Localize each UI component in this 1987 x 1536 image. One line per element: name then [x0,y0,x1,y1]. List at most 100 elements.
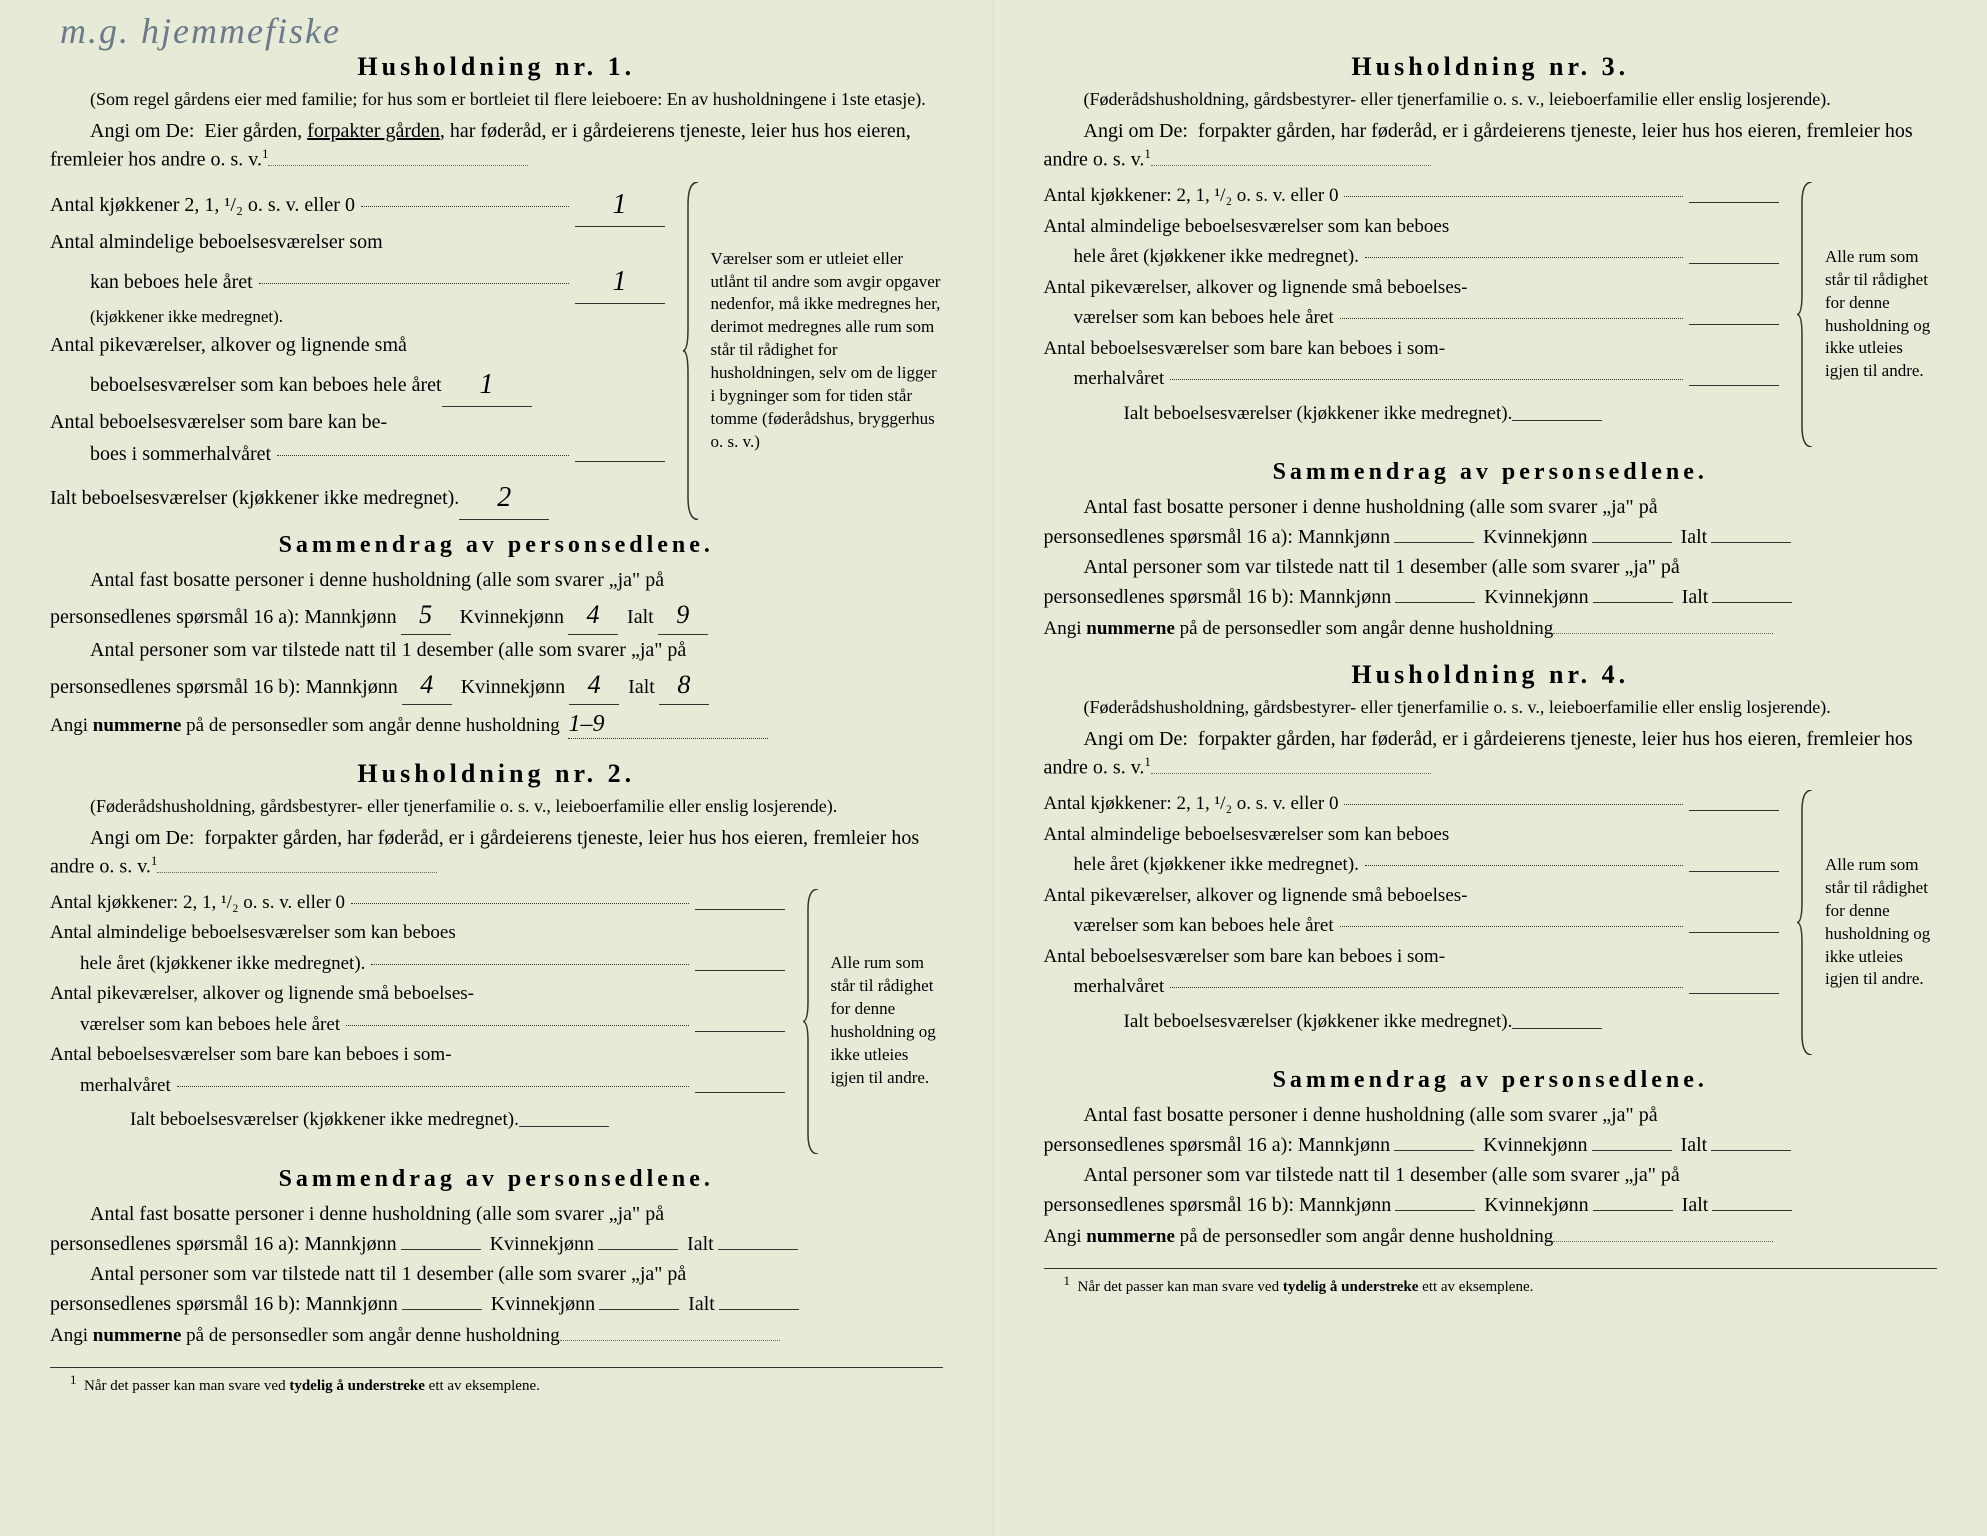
nummerne-2: Angi nummerne på de personsedler som ang… [50,1325,943,1347]
s-present-4-fill: personsedlenes spørsmål 16 b): Mannkjønn… [1044,1190,1938,1220]
r2-label-2: Antal almindelige beboelsesværelser som … [50,919,456,948]
r3-value-4[interactable] [1689,932,1779,933]
s-present-2-fill: personsedlenes spørsmål 16 b): Mannkjønn… [50,1289,943,1319]
s-resident-1-fill: personsedlenes spørsmål 16 a): Mannkjønn… [50,595,943,635]
nummerne-3: Angi nummerne på de personsedler som ang… [1044,618,1938,640]
brace-icon-3 [1797,182,1817,447]
s-resident-3-fill: personsedlenes spørsmål 16 a): Mannkjønn… [1044,522,1938,552]
resident-m-4[interactable] [1394,1150,1474,1151]
r2-label-3: Antal almindelige beboelsesværelser som … [1044,213,1450,242]
brace-icon-2 [803,889,823,1154]
resident-k-4[interactable] [1592,1150,1672,1151]
resident-t[interactable]: 9 [658,595,708,635]
r4-label-3: Antal beboelsesværelser som bare kan beb… [1044,335,1446,364]
r3-label-cont: beboelsesværelser som kan beboes hele år… [50,370,442,400]
household-3-title: Husholdning nr. 3. [1044,52,1938,82]
present-t-4[interactable] [1712,1210,1792,1211]
household-2-title: Husholdning nr. 2. [50,759,943,789]
r4-label: Antal beboelsesværelser som bare kan be- [50,407,387,437]
r1-value[interactable]: 1 [575,184,665,227]
r4-value-4[interactable] [1689,993,1779,994]
r3-label-2: Antal pikeværelser, alkover og lignende … [50,980,474,1009]
household-3-prompt: Angi om De: forpakter gården, har føderå… [1044,117,1938,174]
present-m-2[interactable] [402,1309,482,1310]
r2-sub: (kjøkkener ikke medregnet). [50,304,665,330]
resident-t-3[interactable] [1711,542,1791,543]
resident-k-2[interactable] [598,1249,678,1250]
r4-label-cont: boes i sommerhalvåret [50,439,271,469]
resident-m-2[interactable] [401,1249,481,1250]
total-value-4[interactable] [1512,1028,1602,1029]
resident-m[interactable]: 5 [401,595,451,635]
summary-title-1: Sammendrag av personsedlene. [50,532,943,559]
r4-value[interactable] [575,461,665,462]
total-label-2: Ialt beboelsesværelser (kjøkkener ikke m… [50,1106,519,1135]
handwritten-annotation: m.g. hjemmefiske [60,10,341,52]
household-4-prompt: Angi om De: forpakter gården, har føderå… [1044,725,1938,782]
r2-label-cont: kan beboes hele året [50,267,253,297]
household-1-prompt: Angi om De: Eier gården, forpakter gårde… [50,117,943,174]
resident-t-4[interactable] [1711,1150,1791,1151]
r3-value[interactable]: 1 [442,364,532,407]
r1-label-2: Antal kjøkkener: 2, 1, ¹/₂ o. s. v. elle… [50,889,345,918]
household-2-subtitle: (Føderådshusholdning, gårdsbestyrer- ell… [50,795,943,818]
household-2: Husholdning nr. 2. (Føderådshusholdning,… [50,759,943,1347]
r1-value-3[interactable] [1689,202,1779,203]
total-label-4: Ialt beboelsesværelser (kjøkkener ikke m… [1044,1008,1513,1037]
brace-icon-4 [1797,790,1817,1055]
s-resident-2: Antal fast bosatte personer i denne hush… [50,1199,943,1229]
r1-value-2[interactable] [695,909,785,910]
household-4-subtitle: (Føderådshusholdning, gårdsbestyrer- ell… [1044,696,1938,719]
rooms-left-3: Antal kjøkkener: 2, 1, ¹/₂ o. s. v. elle… [1044,182,1780,447]
resident-t-2[interactable] [718,1249,798,1250]
r4-value-2[interactable] [695,1092,785,1093]
present-k-4[interactable] [1593,1210,1673,1211]
nummerne-4: Angi nummerne på de personsedler som ang… [1044,1226,1938,1248]
r2-value-4[interactable] [1689,871,1779,872]
present-k-3[interactable] [1593,602,1673,603]
rooms-left-4: Antal kjøkkener: 2, 1, ¹/₂ o. s. v. elle… [1044,790,1780,1055]
s-resident-4: Antal fast bosatte personer i denne hush… [1044,1100,1938,1130]
total-value-2[interactable] [519,1126,609,1127]
s-present-3: Antal personer som var tilstede natt til… [1044,552,1938,582]
s-present-2: Antal personer som var tilstede natt til… [50,1259,943,1289]
resident-k[interactable]: 4 [568,595,618,635]
rooms-left-1: Antal kjøkkener 2, 1, ¹/₂ o. s. v. eller… [50,182,665,520]
present-t-2[interactable] [719,1309,799,1310]
r3-value-2[interactable] [695,1031,785,1032]
r4-value-3[interactable] [1689,385,1779,386]
present-m[interactable]: 4 [402,665,452,705]
household-4: Husholdning nr. 4. (Føderådshusholdning,… [1044,660,1938,1248]
side-note-2: Alle rum som står til rådighet for denne… [823,889,943,1154]
present-t[interactable]: 8 [659,665,709,705]
s-resident-2-fill: personsedlenes spørsmål 16 a): Mannkjønn… [50,1229,943,1259]
present-t-3[interactable] [1712,602,1792,603]
r3-value-3[interactable] [1689,324,1779,325]
nummerne-val[interactable]: 1–9 [568,711,768,739]
r2-label: Antal almindelige beboelsesværelser som [50,227,383,257]
household-3-subtitle: (Føderådshusholdning, gårdsbestyrer- ell… [1044,88,1938,111]
present-k-2[interactable] [599,1309,679,1310]
r2-value-2[interactable] [695,970,785,971]
r1-label-3: Antal kjøkkener: 2, 1, ¹/₂ o. s. v. elle… [1044,182,1339,211]
total-value-3[interactable] [1512,420,1602,421]
r3-label-4: Antal pikeværelser, alkover og lignende … [1044,882,1468,911]
total-value[interactable]: 2 [459,477,549,520]
r4-label-2: Antal beboelsesværelser som bare kan beb… [50,1041,452,1070]
present-m-4[interactable] [1395,1210,1475,1211]
r1-label: Antal kjøkkener 2, 1, ¹/₂ o. s. v. eller… [50,190,355,220]
resident-k-3[interactable] [1592,542,1672,543]
side-note-3: Alle rum som står til rådighet for denne… [1817,182,1937,447]
household-4-title: Husholdning nr. 4. [1044,660,1938,690]
household-1-title: Husholdning nr. 1. [50,52,943,82]
r2-value-3[interactable] [1689,263,1779,264]
resident-m-3[interactable] [1394,542,1474,543]
s-resident-3: Antal fast bosatte personer i denne hush… [1044,492,1938,522]
nummerne-1: Angi nummerne på de personsedler som ang… [50,711,943,739]
r2-value[interactable]: 1 [575,261,665,304]
present-k[interactable]: 4 [569,665,619,705]
side-note-1: Værelser som er utleiet eller utlånt til… [703,182,943,520]
s-present-3-fill: personsedlenes spørsmål 16 b): Mannkjønn… [1044,582,1938,612]
r1-value-4[interactable] [1689,810,1779,811]
present-m-3[interactable] [1395,602,1475,603]
